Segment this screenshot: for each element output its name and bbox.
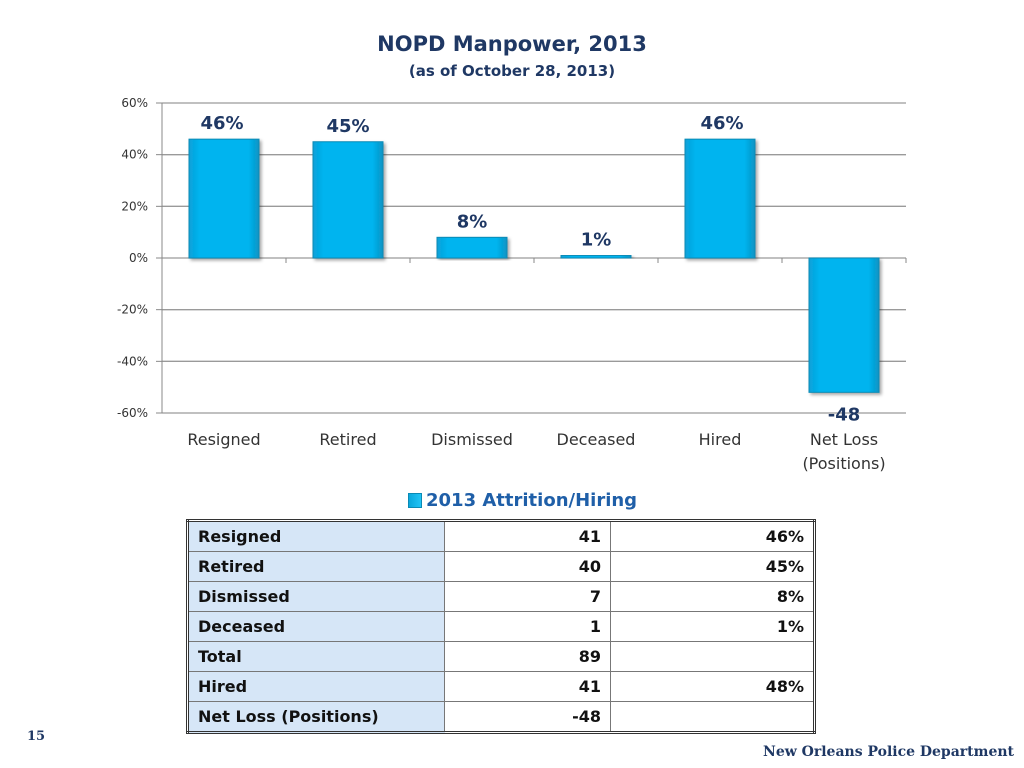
page-number: 15 bbox=[27, 729, 46, 744]
table-row: Deceased 1 1% bbox=[187, 611, 815, 642]
table-cell-label: Hired bbox=[187, 671, 445, 702]
bar bbox=[560, 254, 632, 259]
y-tick-label: 60% bbox=[121, 96, 148, 110]
x-tick-label: Net Loss bbox=[810, 430, 878, 449]
y-tick-label: 0% bbox=[129, 251, 148, 265]
table-cell-label: Resigned bbox=[187, 520, 445, 552]
x-tick-label: Resigned bbox=[187, 430, 260, 449]
table-cell-pct bbox=[610, 641, 815, 672]
table-row: Net Loss (Positions) -48 bbox=[187, 701, 815, 733]
legend: 2013 Attrition/Hiring bbox=[408, 490, 637, 511]
data-table: Resigned 41 46% Retired 40 45% Dismissed 7 8% Dec… bbox=[186, 519, 816, 734]
table-cell-pct bbox=[610, 701, 815, 733]
data-label: 1% bbox=[581, 229, 612, 250]
x-tick-label: Retired bbox=[319, 430, 376, 449]
data-label: -48 bbox=[828, 404, 861, 425]
table-cell-label: Deceased bbox=[187, 611, 445, 642]
bar bbox=[436, 236, 508, 259]
y-tick-label: 20% bbox=[121, 199, 148, 213]
data-label: 8% bbox=[457, 211, 488, 232]
y-tick-label: 40% bbox=[121, 148, 148, 162]
table-cell-label: Total bbox=[187, 641, 445, 672]
table-cell-pct: 45% bbox=[610, 551, 815, 582]
table-row: Resigned 41 46% bbox=[187, 520, 815, 552]
x-tick-label-line2: (Positions) bbox=[802, 454, 885, 473]
bar bbox=[808, 257, 880, 393]
table-cell-count: 41 bbox=[444, 671, 611, 702]
y-tick-label: -40% bbox=[117, 354, 148, 368]
table-cell-pct: 8% bbox=[610, 581, 815, 612]
organization-name: New Orleans Police Department bbox=[763, 744, 1014, 760]
y-tick-label: -20% bbox=[117, 303, 148, 317]
table-row: Total 89 bbox=[187, 641, 815, 672]
x-tick-label: Deceased bbox=[557, 430, 636, 449]
bar-chart: 60% 40% 20% 0% -20% -40% -60% 46% Resigned 45% Ret… bbox=[117, 96, 907, 473]
y-tick-label: -60% bbox=[117, 406, 148, 420]
legend-label: 2013 Attrition/Hiring bbox=[426, 490, 638, 511]
table-cell-count: -48 bbox=[444, 701, 611, 733]
table-row: Dismissed 7 8% bbox=[187, 581, 815, 612]
bar bbox=[312, 141, 384, 259]
chart-subtitle: (as of October 28, 2013) bbox=[408, 62, 616, 80]
table-cell-label: Net Loss (Positions) bbox=[187, 701, 445, 733]
table-row: Retired 40 45% bbox=[187, 551, 815, 582]
table-cell-pct: 48% bbox=[610, 671, 815, 702]
table-cell-pct: 1% bbox=[610, 611, 815, 642]
table-cell-count: 41 bbox=[444, 520, 611, 552]
bar bbox=[188, 138, 260, 259]
table-cell-label: Dismissed bbox=[187, 581, 445, 612]
legend-swatch bbox=[408, 493, 422, 508]
table-cell-count: 7 bbox=[444, 581, 611, 612]
table-row: Hired 41 48% bbox=[187, 671, 815, 702]
data-label: 46% bbox=[200, 113, 243, 134]
data-label: 46% bbox=[700, 113, 743, 134]
data-label: 45% bbox=[326, 116, 369, 137]
x-tick-label: Dismissed bbox=[431, 430, 513, 449]
bar bbox=[684, 138, 756, 259]
chart-title: NOPD Manpower, 2013 bbox=[377, 32, 647, 56]
x-tick-label: Hired bbox=[699, 430, 742, 449]
table-cell-count: 1 bbox=[444, 611, 611, 642]
table-cell-count: 89 bbox=[444, 641, 611, 672]
table-cell-label: Retired bbox=[187, 551, 445, 582]
table-cell-count: 40 bbox=[444, 551, 611, 582]
table-cell-pct: 46% bbox=[610, 520, 815, 552]
